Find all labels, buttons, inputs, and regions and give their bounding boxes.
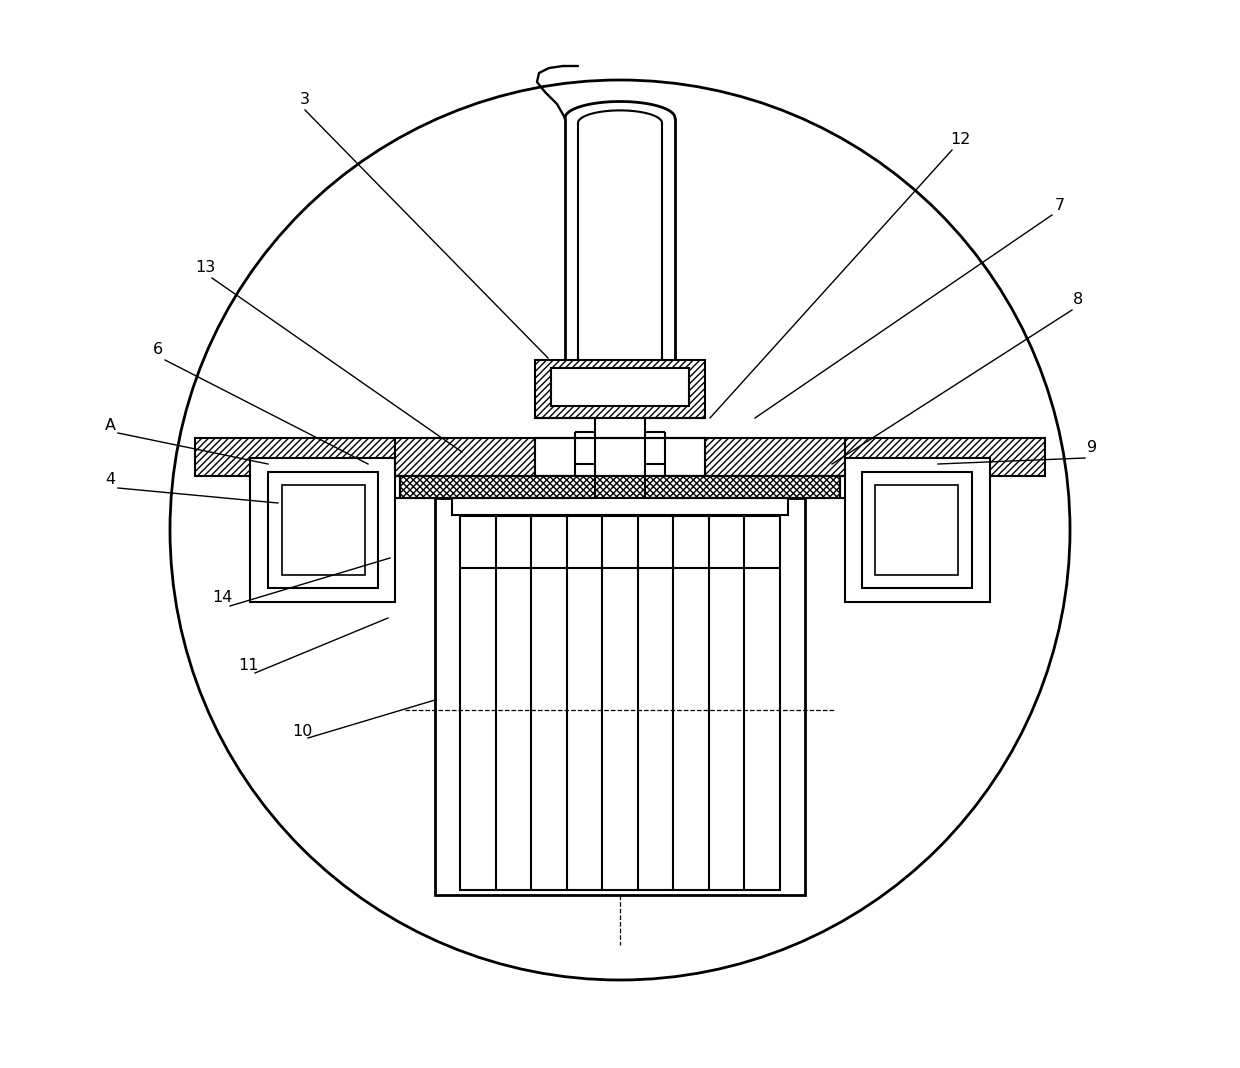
Bar — [435, 498, 805, 895]
Text: 8: 8 — [1073, 293, 1083, 308]
Text: 14: 14 — [212, 591, 232, 606]
Text: 4: 4 — [105, 472, 115, 487]
Bar — [460, 516, 780, 890]
Text: 7: 7 — [1055, 198, 1065, 213]
Text: 9: 9 — [1087, 440, 1097, 455]
Text: A: A — [104, 418, 115, 433]
Text: 3: 3 — [300, 93, 310, 108]
Bar — [706, 438, 1045, 476]
Bar — [281, 485, 365, 575]
Bar — [862, 472, 972, 588]
Bar — [534, 438, 706, 476]
Text: 12: 12 — [950, 132, 970, 147]
Bar — [551, 368, 689, 406]
Bar — [453, 498, 787, 515]
Text: 6: 6 — [153, 343, 164, 358]
Text: 11: 11 — [238, 658, 258, 673]
Bar — [875, 485, 959, 575]
Text: 10: 10 — [291, 724, 312, 739]
Bar — [844, 458, 990, 602]
Bar — [401, 476, 839, 498]
Bar — [250, 458, 396, 602]
Bar — [534, 360, 706, 418]
Bar — [268, 472, 378, 588]
Bar — [195, 438, 534, 476]
Text: 13: 13 — [195, 261, 215, 276]
